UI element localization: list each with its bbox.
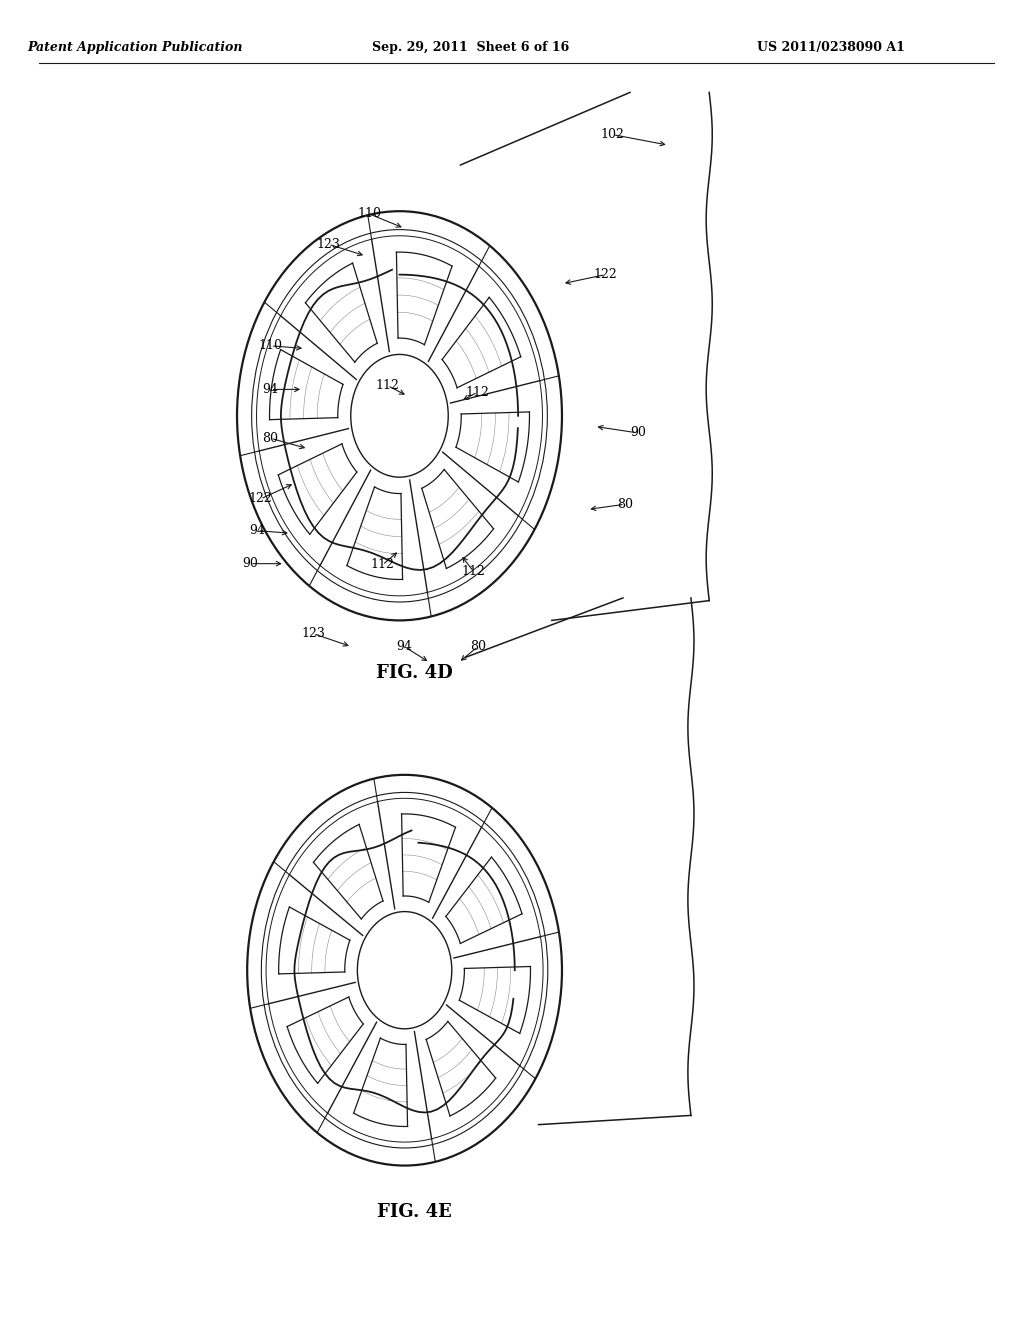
Text: 90: 90: [630, 426, 646, 440]
Text: FIG. 4D: FIG. 4D: [377, 664, 453, 682]
Text: 123: 123: [301, 627, 326, 640]
Text: 90: 90: [243, 557, 258, 570]
Text: 122: 122: [594, 268, 617, 281]
Text: Sep. 29, 2011  Sheet 6 of 16: Sep. 29, 2011 Sheet 6 of 16: [372, 41, 569, 54]
Text: 110: 110: [258, 339, 283, 352]
Text: FIG. 4E: FIG. 4E: [378, 1203, 453, 1221]
Text: 80: 80: [262, 432, 279, 445]
Text: 123: 123: [316, 238, 340, 251]
Ellipse shape: [351, 354, 449, 477]
Text: 112: 112: [462, 565, 485, 578]
Text: 112: 112: [466, 385, 489, 399]
Text: 94: 94: [250, 524, 265, 537]
Text: 80: 80: [616, 498, 633, 511]
Text: 112: 112: [376, 379, 399, 392]
Text: Patent Application Publication: Patent Application Publication: [28, 41, 244, 54]
Text: 80: 80: [470, 640, 485, 653]
Text: 122: 122: [249, 492, 272, 506]
Text: 102: 102: [601, 128, 625, 141]
Ellipse shape: [357, 912, 452, 1028]
Text: 94: 94: [262, 383, 279, 396]
Text: 94: 94: [396, 640, 413, 653]
Text: 110: 110: [357, 207, 381, 220]
Text: US 2011/0238090 A1: US 2011/0238090 A1: [757, 41, 905, 54]
Text: 112: 112: [371, 558, 394, 572]
